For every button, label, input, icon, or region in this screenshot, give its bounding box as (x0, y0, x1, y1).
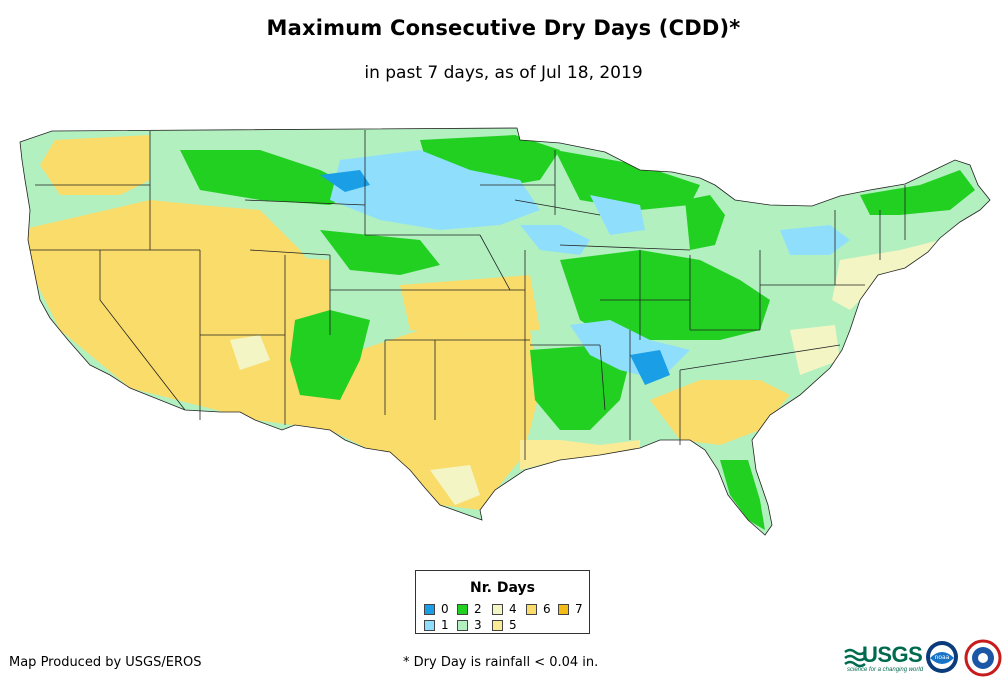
zone-montana-2days (180, 150, 360, 205)
legend-item-2: 2 (457, 602, 482, 616)
legend-swatch-5 (492, 619, 503, 631)
legend-swatch-7 (558, 603, 569, 615)
usgs-tagline: science for a changing world (847, 667, 924, 673)
zone-tx-4days (430, 465, 480, 505)
legend-swatch-0 (424, 603, 435, 615)
legend-label-5: 5 (509, 618, 517, 632)
zone-fl-2days (720, 460, 765, 530)
zone-plains-6days (260, 255, 330, 310)
agency-logos: noaa (844, 639, 1002, 677)
legend-label-3: 3 (474, 618, 482, 632)
usgs-logo-text: USGS (862, 642, 923, 667)
legend-label-0: 0 (441, 602, 449, 616)
legend-item-1: 1 (424, 618, 449, 632)
zone-kansas-6days (400, 275, 540, 335)
zone-upper-midwest-1day (520, 225, 590, 255)
legend-item-4: 4 (492, 602, 517, 616)
zone-ne-2days (860, 170, 975, 215)
legend-item-7: 7 (558, 602, 583, 616)
zone-sd-0days (320, 170, 370, 192)
legend-swatch-6 (526, 603, 537, 615)
zone-se-6days (650, 380, 790, 445)
zone-gulf-5days (520, 440, 640, 470)
legend-label-1: 1 (441, 618, 449, 632)
zone-co-2days (290, 310, 370, 400)
zone-midwest-2days (560, 250, 770, 340)
legend-item-0: 0 (424, 602, 449, 616)
state-borders (19, 127, 991, 536)
usgs-wave-icon (844, 648, 866, 668)
zone-west-6days (20, 200, 540, 510)
zone-sd-1day (330, 150, 540, 230)
zone-tn-0days (630, 350, 670, 385)
zone-neb-2days (320, 230, 440, 275)
legend-label-4: 4 (509, 602, 517, 616)
zone-mi-2days (685, 195, 725, 250)
legend-item-3: 3 (457, 618, 482, 632)
legend-swatch-2 (457, 603, 468, 615)
legend-item-5: 5 (492, 618, 517, 632)
zone-mn-2days (555, 150, 700, 210)
credit-text: Map Produced by USGS/EROS (9, 655, 202, 670)
noaa-logo-icon: noaa (926, 641, 958, 673)
legend-title: Nr. Days (470, 580, 535, 596)
zone-wi-1day (590, 195, 645, 235)
footnote-text: * Dry Day is rainfall < 0.04 in. (403, 655, 599, 670)
legend-item-6: 6 (526, 602, 551, 616)
map-subtitle: in past 7 days, as of Jul 18, 2019 (364, 63, 643, 83)
zone-nw-6days (40, 135, 150, 195)
map-title: Maximum Consecutive Dry Days (CDD)* (266, 16, 741, 40)
legend-box: Nr. Days 0 1 2 3 4 5 6 7 (415, 570, 590, 634)
legend-swatch-1 (424, 619, 435, 631)
noaa-logo-text: noaa (935, 654, 950, 661)
legend-label-6: 6 (543, 602, 551, 616)
legend-label-7: 7 (575, 602, 583, 616)
zone-sw-4days (230, 335, 270, 370)
nws-logo-icon (964, 639, 1002, 677)
legend-label-2: 2 (474, 602, 482, 616)
legend-swatch-3 (457, 619, 468, 631)
zone-ny-1day (780, 225, 850, 255)
zone-nc-4days (790, 325, 840, 375)
legend-swatch-4 (492, 603, 503, 615)
